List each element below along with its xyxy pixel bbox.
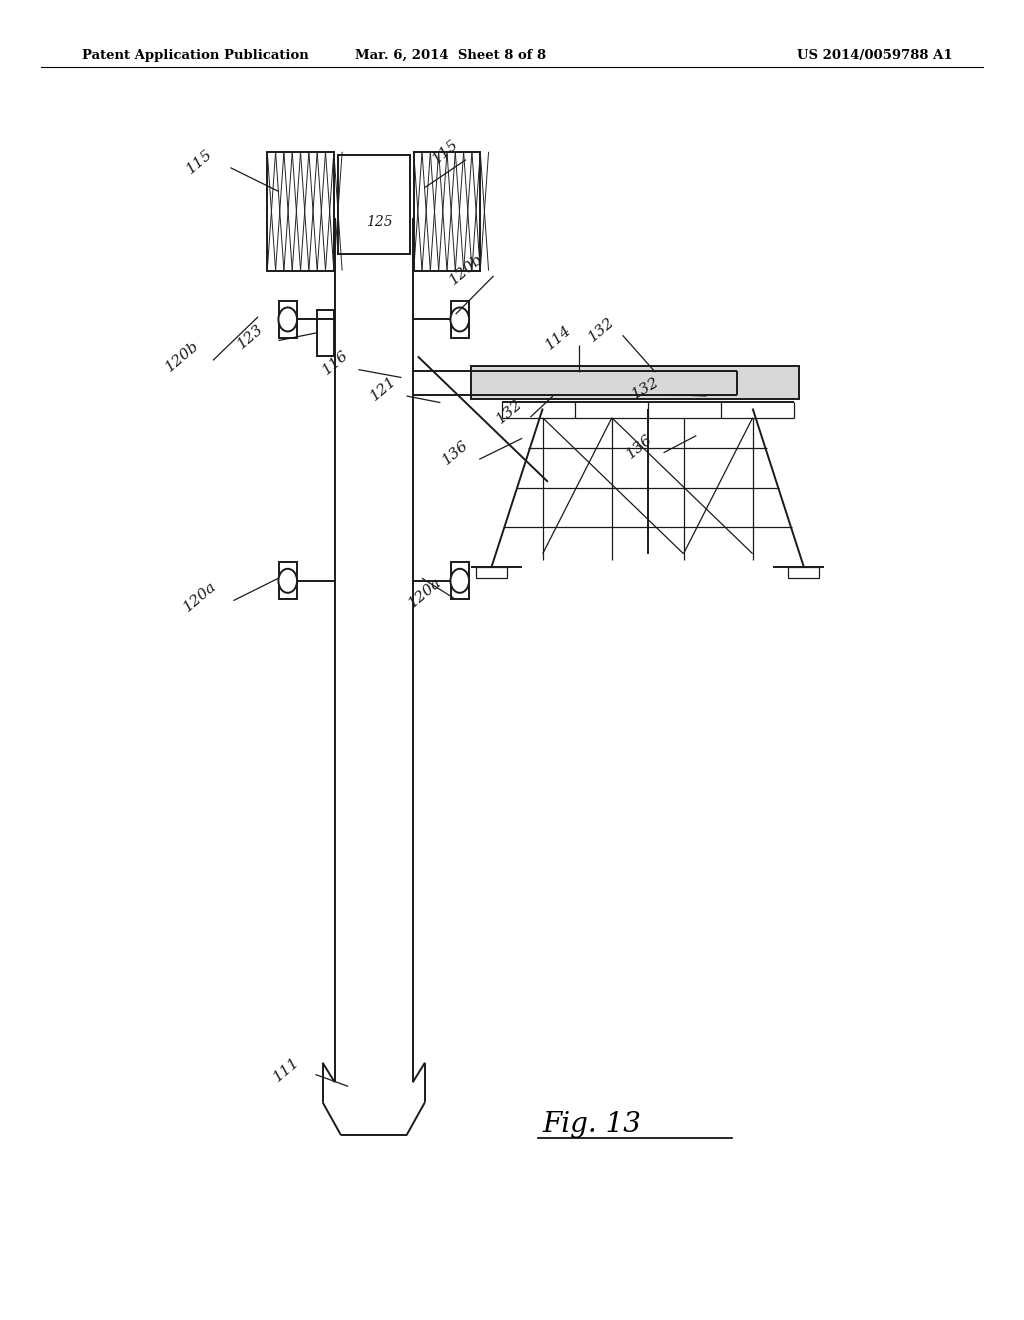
Circle shape	[451, 569, 469, 593]
Bar	[476, 568, 507, 578]
Text: 132: 132	[586, 315, 616, 345]
Text: 116: 116	[321, 348, 351, 378]
Bar	[338, 154, 410, 253]
Text: 120a: 120a	[180, 579, 219, 614]
Text: 132: 132	[629, 375, 662, 401]
Text: Fig. 13: Fig. 13	[543, 1111, 642, 1138]
Text: 132: 132	[495, 397, 525, 426]
Text: 123: 123	[236, 322, 266, 351]
Text: 120b: 120b	[446, 251, 485, 288]
Text: 111: 111	[271, 1055, 302, 1084]
Text: 114: 114	[543, 323, 573, 352]
Bar	[267, 152, 334, 271]
Text: 136: 136	[440, 438, 471, 467]
Text: US 2014/0059788 A1: US 2014/0059788 A1	[797, 49, 952, 62]
Bar	[451, 562, 469, 599]
Bar	[451, 301, 469, 338]
Text: Patent Application Publication: Patent Application Publication	[82, 49, 308, 62]
Text: 136: 136	[625, 432, 655, 461]
Circle shape	[451, 308, 469, 331]
Text: 120a: 120a	[406, 576, 444, 610]
Text: 125: 125	[366, 215, 392, 228]
Bar	[317, 310, 334, 356]
Text: 115: 115	[184, 147, 215, 176]
Circle shape	[279, 308, 297, 331]
Bar	[788, 568, 819, 578]
Text: 115: 115	[430, 137, 461, 166]
Circle shape	[279, 569, 297, 593]
Bar	[471, 366, 799, 399]
Bar	[414, 152, 480, 271]
Text: 121: 121	[369, 374, 399, 403]
Bar	[279, 301, 297, 338]
Text: 120b: 120b	[163, 338, 202, 375]
Bar	[279, 562, 297, 599]
Text: Mar. 6, 2014  Sheet 8 of 8: Mar. 6, 2014 Sheet 8 of 8	[355, 49, 546, 62]
